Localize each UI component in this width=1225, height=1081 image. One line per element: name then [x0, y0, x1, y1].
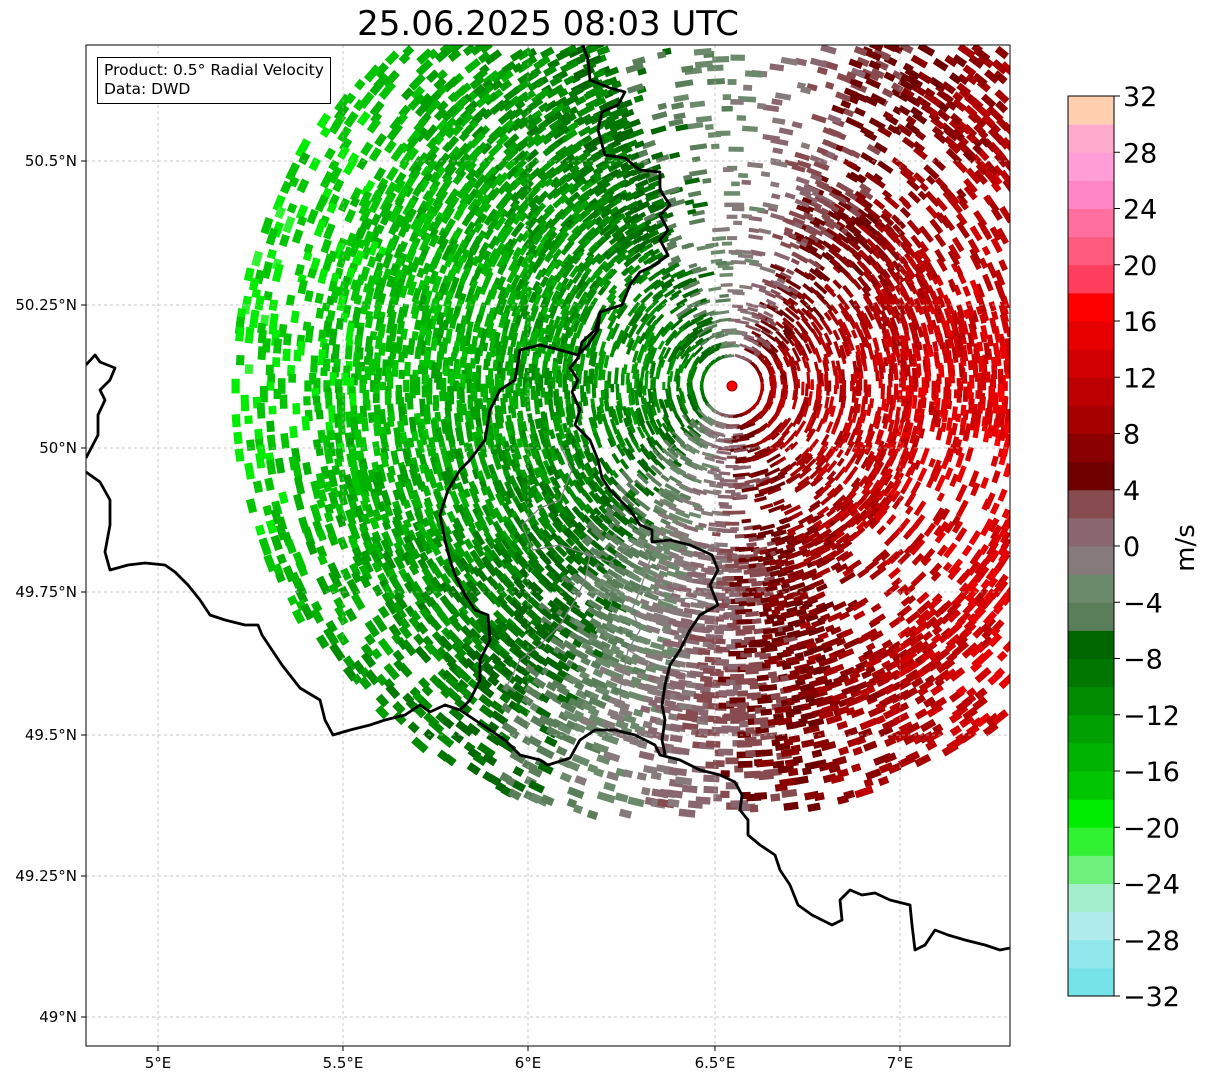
colorbar-tick-label: 28 [1123, 138, 1157, 169]
colorbar-segment [1068, 461, 1114, 491]
colorbar-segment [1068, 799, 1114, 828]
radar-site-marker [726, 380, 738, 392]
colorbar-segment [1068, 377, 1114, 406]
colorbar-segment [1068, 96, 1114, 125]
colorbar-segment [1068, 714, 1114, 744]
colorbar-segment [1068, 939, 1114, 969]
colorbar-tick-label: 24 [1123, 195, 1157, 226]
colorbar-segment [1068, 630, 1114, 660]
colorbar-segment [1068, 152, 1114, 181]
radar-velocity-field [231, 45, 1010, 820]
colorbar-segment [1068, 911, 1114, 941]
colorbar-segment [1068, 574, 1114, 603]
colorbar-segment [1068, 967, 1114, 997]
colorbar-segment [1068, 686, 1114, 716]
colorbar-segment [1068, 546, 1114, 575]
lon-tick-label: 5°E [145, 1054, 172, 1072]
colorbar-segment [1068, 264, 1114, 294]
colorbar-segment [1068, 883, 1114, 913]
colorbar [1068, 96, 1114, 997]
colorbar-segment [1068, 433, 1114, 463]
colorbar-segment [1068, 180, 1114, 210]
colorbar-tick-label: 12 [1123, 363, 1157, 394]
colorbar-segment [1068, 321, 1114, 350]
colorbar-segment [1068, 208, 1114, 238]
lon-tick-label: 6°E [515, 1054, 542, 1072]
colorbar-tick-label: 8 [1123, 420, 1140, 451]
colorbar-tick-label: −8 [1123, 645, 1163, 676]
colorbar-segment [1068, 489, 1114, 519]
colorbar-unit-label: m/s [1171, 524, 1201, 572]
national-borders [86, 45, 1010, 952]
colorbar-segment [1068, 292, 1114, 322]
colorbar-segment [1068, 349, 1114, 378]
colorbar-tick-label: 20 [1123, 251, 1157, 282]
colorbar-segment [1068, 855, 1114, 885]
colorbar-tick-label: −16 [1123, 757, 1180, 788]
colorbar-segment [1068, 771, 1114, 800]
lat-tick-label: 49°N [39, 1008, 77, 1026]
lat-tick-label: 49.75°N [15, 583, 77, 601]
colorbar-tick-label: 32 [1123, 82, 1157, 113]
colorbar-segment [1068, 236, 1114, 266]
lon-tick-label: 6.5°E [695, 1054, 736, 1072]
colorbar-tick-label: −24 [1123, 870, 1180, 901]
colorbar-tick-label: −12 [1123, 701, 1180, 732]
plot-frame [85, 44, 1011, 1047]
colorbar-tick-label: −28 [1123, 926, 1180, 957]
colorbar-tick-label: 0 [1123, 532, 1140, 563]
colorbar-segment [1068, 658, 1114, 688]
colorbar-segment [1068, 602, 1114, 631]
colorbar-tick-label: −32 [1123, 982, 1180, 1013]
colorbar-tick-label: −4 [1123, 588, 1163, 619]
lon-tick-label: 7°E [887, 1054, 914, 1072]
colorbar-segment [1068, 517, 1114, 547]
internal-admin-borders [504, 444, 716, 731]
colorbar-segment [1068, 124, 1114, 153]
lat-tick-label: 50°N [39, 439, 77, 457]
colorbar-segment [1068, 742, 1114, 772]
product-label: Product: 0.5° Radial Velocity [104, 61, 324, 79]
gridlines [86, 45, 1010, 1046]
data-source-label: Data: DWD [104, 80, 191, 98]
axis-ticks [81, 160, 901, 1051]
lat-tick-label: 49.5°N [25, 726, 77, 744]
lat-tick-label: 49.25°N [15, 867, 77, 885]
colorbar-tick-label: 16 [1123, 307, 1157, 338]
lat-tick-label: 50.5°N [25, 152, 77, 170]
info-box: Product: 0.5° Radial Velocity Data: DWD [97, 57, 331, 104]
colorbar-segment [1068, 405, 1114, 435]
colorbar-tick-label: 4 [1123, 476, 1140, 507]
colorbar-segment [1068, 827, 1114, 856]
lon-tick-label: 5.5°E [323, 1054, 364, 1072]
lat-tick-label: 50.25°N [15, 296, 77, 314]
colorbar-tick-label: −20 [1123, 813, 1180, 844]
chart-title: 25.06.2025 08:03 UTC [357, 4, 739, 44]
